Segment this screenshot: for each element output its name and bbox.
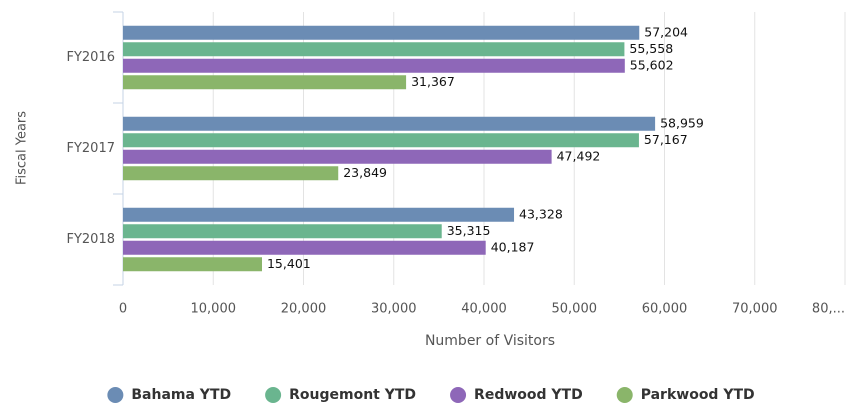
- y-axis-title: Fiscal Years: [15, 111, 30, 185]
- bar: [123, 42, 625, 57]
- value-label: 43,328: [519, 206, 563, 221]
- x-tick-label: 20,000: [281, 302, 327, 317]
- legend-marker: [450, 387, 467, 403]
- x-tick-label: 80,...: [812, 302, 845, 317]
- bar: [123, 58, 625, 73]
- bar: [123, 149, 552, 164]
- x-tick-label: 0: [119, 302, 127, 317]
- y-tick-label: FY2018: [66, 232, 115, 247]
- legend-marker: [265, 387, 282, 403]
- bar: [123, 116, 656, 131]
- value-label: 31,367: [411, 74, 455, 89]
- x-tick-label: 50,000: [552, 302, 598, 317]
- x-tick-label: 60,000: [642, 302, 688, 317]
- bar: [123, 133, 639, 148]
- value-label: 58,959: [660, 115, 704, 130]
- legend-label: Rougemont YTD: [289, 387, 416, 403]
- bar: [123, 257, 262, 272]
- bar: [123, 166, 339, 181]
- value-label: 55,602: [630, 57, 674, 72]
- bar: [123, 240, 486, 255]
- legend-label: Bahama YTD: [131, 387, 231, 403]
- legend-label: Parkwood YTD: [641, 387, 755, 403]
- legend-marker: [107, 387, 124, 403]
- bar: [123, 224, 442, 239]
- value-label: 40,187: [491, 239, 535, 254]
- value-label: 47,492: [557, 148, 601, 163]
- value-label: 57,167: [644, 132, 688, 147]
- value-label: 15,401: [267, 256, 311, 271]
- value-label: 35,315: [447, 223, 491, 238]
- bar: [123, 207, 515, 222]
- legend-marker: [616, 387, 633, 403]
- x-tick-label: 10,000: [191, 302, 237, 317]
- y-tick-label: FY2017: [66, 141, 115, 156]
- x-tick-label: 40,000: [461, 302, 507, 317]
- bar: [123, 25, 640, 40]
- x-tick-label: 70,000: [732, 302, 778, 317]
- y-tick-label: FY2016: [66, 50, 115, 65]
- x-tick-label: 30,000: [371, 302, 417, 317]
- value-label: 55,558: [629, 41, 673, 56]
- value-label: 57,204: [644, 24, 688, 39]
- legend-label: Redwood YTD: [474, 387, 583, 403]
- bar: [123, 75, 407, 90]
- value-label: 23,849: [343, 165, 387, 180]
- x-axis-title: Number of Visitors: [425, 333, 555, 349]
